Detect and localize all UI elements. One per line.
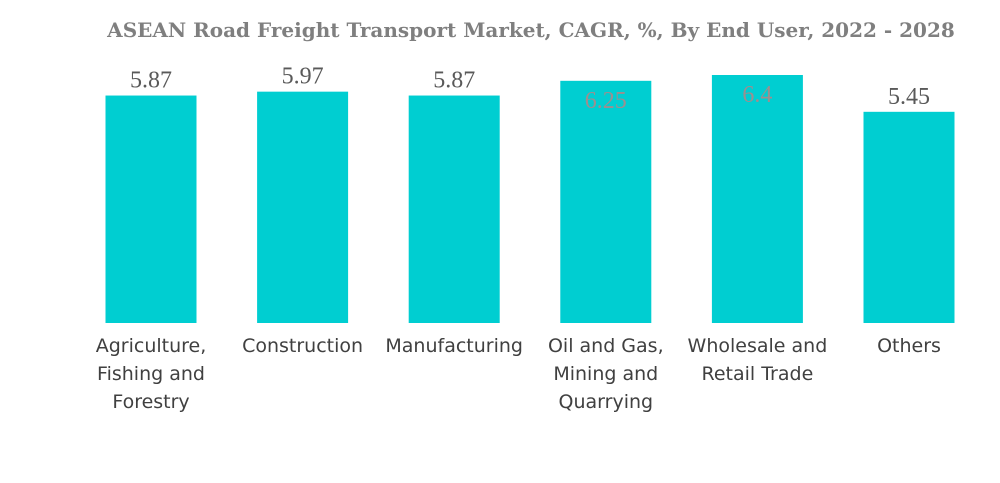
value-labels-group: 5.87 5.97 5.87 6.25 6.4 5.45 [130, 64, 930, 114]
category-label-line: Retail Trade [702, 363, 814, 385]
bars-group [105, 75, 955, 323]
category-label-line: Agriculture, [96, 335, 207, 357]
category-label-line: Forestry [112, 391, 189, 413]
category-label-line: Manufacturing [385, 335, 523, 357]
category-label: Manufacturing [385, 335, 523, 357]
bar-value-label: 5.45 [888, 84, 930, 110]
bar-value-label: 5.97 [282, 64, 324, 90]
category-label-line: Quarrying [559, 391, 654, 413]
bar [863, 111, 955, 323]
category-label-line: Wholesale and [688, 335, 828, 357]
category-label: Oil and Gas, Mining and Quarrying [548, 335, 664, 413]
category-label-line: Construction [242, 335, 363, 357]
bar-value-label: 6.4 [742, 82, 772, 108]
category-label-line: Others [877, 335, 941, 357]
category-labels-group: Agriculture, Fishing and Forestry Construct… [96, 335, 941, 413]
bar-value-label: 5.87 [433, 68, 475, 94]
category-label: Construction [242, 335, 363, 357]
category-label: Agriculture, Fishing and Forestry [96, 335, 207, 413]
category-label-line: Mining and [553, 363, 658, 385]
category-label-line: Oil and Gas, [548, 335, 664, 357]
bar [105, 95, 197, 323]
bar [408, 95, 500, 323]
category-label-line: Fishing and [97, 363, 205, 385]
category-label: Wholesale and Retail Trade [688, 335, 828, 385]
bar-value-label: 6.25 [585, 88, 627, 114]
bar [711, 75, 803, 323]
chart-title: ASEAN Road Freight Transport Market, CAG… [106, 18, 955, 42]
category-label: Others [877, 335, 941, 357]
bar-value-label: 5.87 [130, 68, 172, 94]
bar [257, 91, 349, 323]
bar [560, 80, 652, 323]
